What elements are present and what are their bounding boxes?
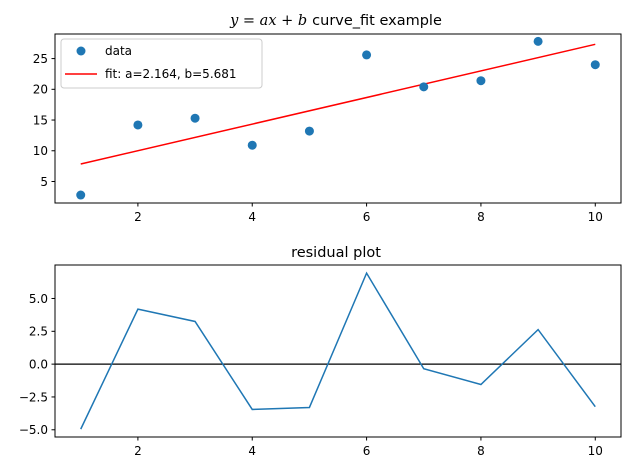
chart1-legend: data fit: a=2.164, b=5.681 <box>60 38 263 89</box>
chart2-xtick-label: 2 <box>134 444 142 458</box>
chart1-xtick-label: 10 <box>588 210 603 224</box>
data-point <box>362 50 372 60</box>
data-point <box>419 82 429 92</box>
data-point <box>247 140 257 150</box>
chart1-ytick-label: 25 <box>33 52 48 66</box>
residual-chart: residual plot −5.0 −2.5 0.0 2.5 5.0 2 4 6 8 10 <box>19 245 622 458</box>
chart1-xtick-label: 6 <box>363 210 371 224</box>
data-point <box>476 76 486 86</box>
chart2-ytick-label: −5.0 <box>19 423 48 437</box>
data-point <box>590 60 600 70</box>
fit-line <box>80 43 596 165</box>
chart2-title: residual plot <box>291 245 381 261</box>
chart2-xtick-label: 4 <box>248 444 256 458</box>
chart2-xtick-label: 10 <box>588 444 603 458</box>
chart1-ytick-label: 20 <box>33 83 48 97</box>
chart1-ytick-label: 10 <box>33 144 48 158</box>
chart2-ytick-label: 0.0 <box>29 357 48 371</box>
chart1-ytick-label: 15 <box>33 113 48 127</box>
chart1-axes-frame <box>54 33 622 204</box>
chart2-ytick-label: 2.5 <box>29 325 48 339</box>
legend-frame <box>60 38 263 89</box>
chart2-axes-frame <box>54 264 622 438</box>
legend-fit-label: fit: a=2.164, b=5.681 <box>105 67 237 81</box>
data-point <box>190 113 200 123</box>
chart2-ytick-label: −2.5 <box>19 390 48 404</box>
chart2-xtick-label: 8 <box>477 444 485 458</box>
chart1-xtick-label: 4 <box>248 210 256 224</box>
legend-data-label: data <box>105 44 132 58</box>
chart1-ytick-label: 5 <box>40 175 48 189</box>
data-point <box>533 36 543 46</box>
data-point <box>304 126 314 136</box>
data-point <box>76 190 86 200</box>
residual-line <box>80 271 596 430</box>
chart1-xtick-label: 8 <box>477 210 485 224</box>
chart2-ytick-label: 5.0 <box>29 292 48 306</box>
chart1-xtick-label: 2 <box>134 210 142 224</box>
chart1-title-suffix: curve_fit example <box>312 13 442 29</box>
curve-fit-chart: y = ax + b curve_fit example 5 10 15 20 25 2 4… <box>33 13 622 224</box>
chart1-title: y = ax + b curve_fit example <box>229 13 442 29</box>
legend-data-marker <box>76 46 86 56</box>
chart2-xtick-label: 6 <box>363 444 371 458</box>
data-point <box>133 120 143 130</box>
chart1-title-math: y = ax + b <box>229 13 307 29</box>
